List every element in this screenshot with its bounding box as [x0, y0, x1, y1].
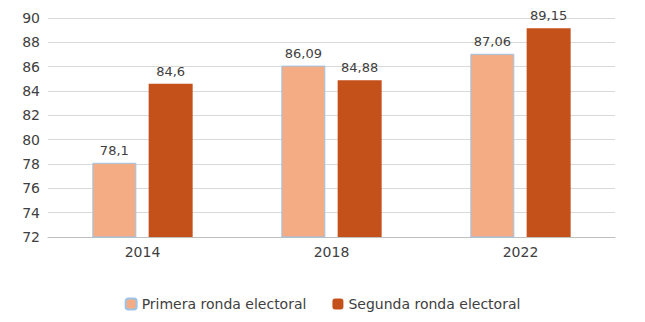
svg-text:84,6: 84,6 [156, 64, 185, 79]
svg-text:89,15: 89,15 [530, 8, 567, 23]
svg-text:80: 80 [22, 132, 40, 148]
svg-text:74: 74 [22, 205, 40, 221]
svg-text:86,09: 86,09 [285, 46, 322, 61]
svg-text:78: 78 [22, 156, 40, 172]
svg-text:84,88: 84,88 [341, 60, 378, 75]
svg-text:86: 86 [22, 59, 40, 75]
svg-text:87,06: 87,06 [474, 34, 511, 49]
svg-text:Segunda ronda electoral: Segunda ronda electoral [348, 296, 520, 312]
svg-text:Primera ronda electoral: Primera ronda electoral [142, 296, 307, 312]
svg-text:76: 76 [22, 180, 40, 196]
svg-text:2014: 2014 [125, 244, 161, 260]
svg-text:84: 84 [22, 83, 40, 99]
svg-text:82: 82 [22, 107, 40, 123]
svg-text:88: 88 [22, 34, 40, 50]
svg-text:90: 90 [22, 10, 40, 26]
svg-text:72: 72 [22, 229, 40, 245]
svg-text:2018: 2018 [314, 244, 350, 260]
svg-text:2022: 2022 [503, 244, 539, 260]
svg-text:78,1: 78,1 [100, 143, 129, 158]
